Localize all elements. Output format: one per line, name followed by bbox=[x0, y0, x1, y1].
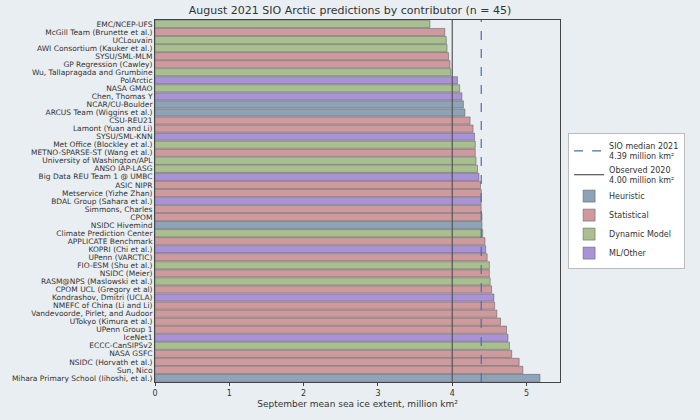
svg-text:CPOM UCL (Gregory et al): CPOM UCL (Gregory et al) bbox=[56, 285, 153, 294]
svg-text:CPOM: CPOM bbox=[130, 213, 152, 222]
svg-text:CSU-REU21: CSU-REU21 bbox=[109, 116, 152, 125]
svg-text:RASM@NPS (Maslowski et al.): RASM@NPS (Maslowski et al.) bbox=[41, 277, 152, 286]
svg-text:NASA GSFC: NASA GSFC bbox=[109, 349, 152, 358]
svg-text:Simmons, Charles: Simmons, Charles bbox=[85, 205, 153, 214]
svg-text:2: 2 bbox=[301, 389, 306, 398]
svg-text:Mihara Primary School (Iihoshi: Mihara Primary School (Iihoshi, et al.) bbox=[12, 374, 153, 383]
svg-text:SIO median 20214.39 million km: SIO median 20214.39 million km² bbox=[609, 142, 678, 161]
svg-text:1: 1 bbox=[227, 389, 232, 398]
svg-text:APPLICATE Benchmark: APPLICATE Benchmark bbox=[68, 237, 153, 246]
svg-text:Big Data REU Team 1 @ UMBC: Big Data REU Team 1 @ UMBC bbox=[39, 172, 153, 181]
svg-text:IceNet1: IceNet1 bbox=[124, 333, 153, 342]
svg-text:University of Washington/APL: University of Washington/APL bbox=[42, 156, 153, 165]
svg-text:Sun, Nico: Sun, Nico bbox=[117, 366, 153, 375]
svg-text:3: 3 bbox=[375, 389, 380, 398]
svg-text:SYSU/SML-KNN: SYSU/SML-KNN bbox=[96, 132, 152, 141]
svg-text:KOPRI (Chi et al.): KOPRI (Chi et al.) bbox=[88, 245, 152, 254]
svg-text:Chen, Thomas Y: Chen, Thomas Y bbox=[92, 92, 153, 101]
svg-text:SYSU/SML-MLM: SYSU/SML-MLM bbox=[95, 52, 152, 61]
svg-text:UTokyo (Kimura et al.): UTokyo (Kimura et al.) bbox=[70, 317, 153, 326]
svg-text:UPenn (VARCTIC): UPenn (VARCTIC) bbox=[89, 253, 153, 262]
svg-text:PolArctic: PolArctic bbox=[120, 76, 152, 85]
svg-text:Statistical: Statistical bbox=[609, 211, 649, 220]
svg-text:NSIDC (Meier): NSIDC (Meier) bbox=[100, 269, 153, 278]
svg-text:4: 4 bbox=[450, 389, 455, 398]
svg-text:Lamont (Yuan and Li): Lamont (Yuan and Li) bbox=[73, 124, 153, 133]
svg-text:BDAL Group (Sahara et al.): BDAL Group (Sahara et al.) bbox=[51, 197, 152, 206]
svg-text:METNO-SPARSE-ST (Wang et al.): METNO-SPARSE-ST (Wang et al.) bbox=[31, 148, 153, 157]
svg-text:FIO-ESM (Shu et al.): FIO-ESM (Shu et al.) bbox=[77, 261, 152, 270]
svg-text:0: 0 bbox=[152, 389, 157, 398]
svg-text:Wu, Tallapragada and Grumbine: Wu, Tallapragada and Grumbine bbox=[32, 68, 153, 77]
svg-text:NSIDC (Horvath et al.): NSIDC (Horvath et al.) bbox=[69, 358, 152, 367]
svg-text:5: 5 bbox=[524, 389, 529, 398]
svg-text:ANSO IAP-LASG: ANSO IAP-LASG bbox=[94, 164, 152, 173]
svg-text:Climate Prediction Center: Climate Prediction Center bbox=[56, 229, 153, 238]
svg-text:ASIC NIPR: ASIC NIPR bbox=[115, 181, 152, 190]
svg-text:Kondrashov, Dmitri (UCLA): Kondrashov, Dmitri (UCLA) bbox=[52, 293, 153, 302]
svg-text:ARCUS Team (Wiggins et al.): ARCUS Team (Wiggins et al.) bbox=[46, 108, 153, 117]
svg-text:UCLouvain: UCLouvain bbox=[113, 36, 153, 45]
svg-text:Observed 20204.00 million km²: Observed 20204.00 million km² bbox=[609, 166, 674, 185]
svg-text:NCAR/CU-Boulder: NCAR/CU-Boulder bbox=[87, 100, 154, 109]
svg-text:UPenn Group 1: UPenn Group 1 bbox=[96, 325, 152, 334]
svg-text:McGill Team (Brunette et al.): McGill Team (Brunette et al.) bbox=[45, 28, 152, 37]
svg-text:AWI Consortium (Kauker et al.): AWI Consortium (Kauker et al.) bbox=[37, 44, 153, 53]
svg-text:ML/Other: ML/Other bbox=[609, 249, 646, 258]
svg-text:August 2021 SIO Arctic predict: August 2021 SIO Arctic predictions by co… bbox=[189, 4, 511, 17]
svg-text:Metservice (Yizhe Zhan): Metservice (Yizhe Zhan) bbox=[62, 189, 153, 198]
svg-text:NASA GMAO: NASA GMAO bbox=[106, 84, 152, 93]
svg-text:NMEFC of China (Li and Li): NMEFC of China (Li and Li) bbox=[53, 301, 153, 310]
svg-text:Dynamic Model: Dynamic Model bbox=[609, 230, 671, 239]
svg-text:EMC/NCEP-UFS: EMC/NCEP-UFS bbox=[96, 20, 152, 29]
svg-text:September mean sea ice extent,: September mean sea ice extent, million k… bbox=[257, 399, 458, 409]
svg-text:GP Regression (Cawley): GP Regression (Cawley) bbox=[63, 60, 152, 69]
svg-text:Met Office (Blockley et al.): Met Office (Blockley et al.) bbox=[53, 140, 152, 149]
svg-text:Vandevoorde, Pirlet, and Audoo: Vandevoorde, Pirlet, and Audoor bbox=[31, 309, 153, 318]
svg-text:NSIDC Hivemind: NSIDC Hivemind bbox=[91, 221, 153, 230]
svg-text:ECCC-CanSIPSv2: ECCC-CanSIPSv2 bbox=[89, 341, 152, 350]
svg-text:Heuristic: Heuristic bbox=[609, 192, 644, 201]
